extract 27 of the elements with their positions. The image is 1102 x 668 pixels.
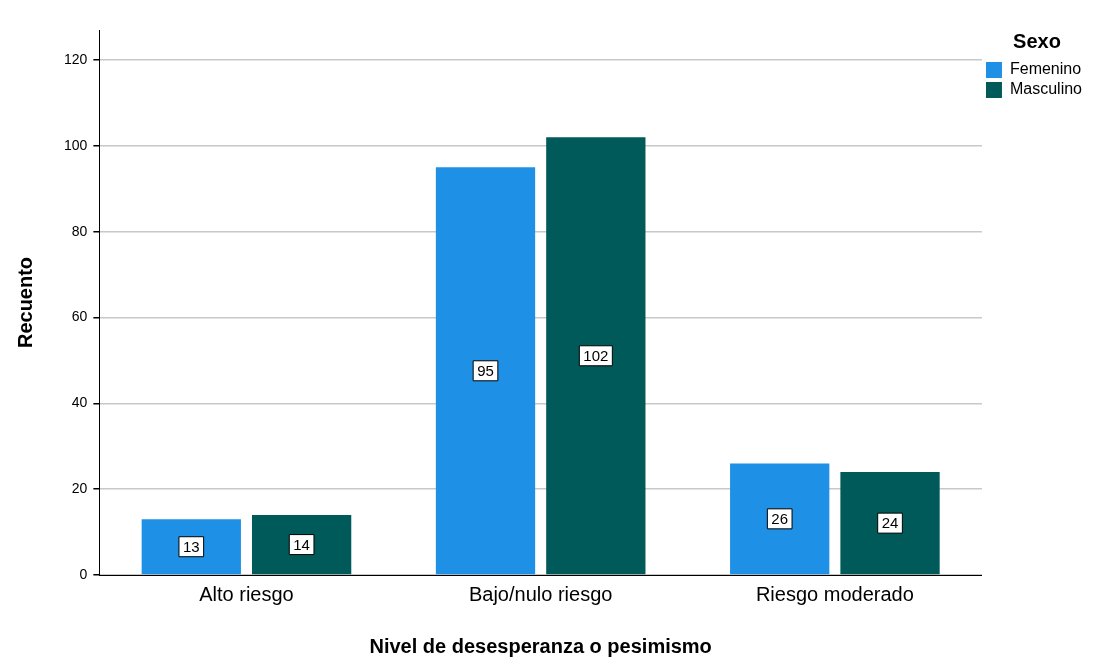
data-label: 14 [293, 535, 310, 553]
y-tick-label: 40 [71, 394, 88, 411]
bar [730, 463, 830, 575]
y-tick-label: 60 [71, 308, 88, 325]
y-tick-label: 80 [71, 222, 88, 239]
x-tick-label: Bajo/nulo riesgo [468, 582, 613, 605]
bar [251, 514, 352, 575]
data-label: 102 [583, 346, 609, 364]
legend-title: Sexo [1013, 29, 1061, 52]
legend-label: Femenino [1009, 60, 1082, 78]
x-tick-label: Alto riesgo [199, 582, 294, 605]
bar [141, 519, 241, 575]
y-axis-title: Recuento [13, 256, 36, 349]
y-tick-label: 20 [71, 480, 88, 497]
x-axis-title: Nivel de desesperanza o pesimismo [369, 634, 712, 657]
y-tick-label: 100 [64, 136, 88, 153]
bar [435, 167, 536, 575]
bar [546, 137, 646, 575]
data-label: 26 [771, 509, 789, 527]
legend-label: Masculino [1009, 80, 1083, 98]
y-tick-label: 120 [64, 50, 88, 67]
bar [840, 472, 940, 575]
data-label: 95 [477, 361, 494, 379]
y-tick-label: 0 [79, 565, 88, 582]
x-tick-label: Riesgo moderado [755, 582, 914, 605]
data-label: 13 [182, 537, 200, 555]
data-label: 24 [881, 514, 899, 532]
